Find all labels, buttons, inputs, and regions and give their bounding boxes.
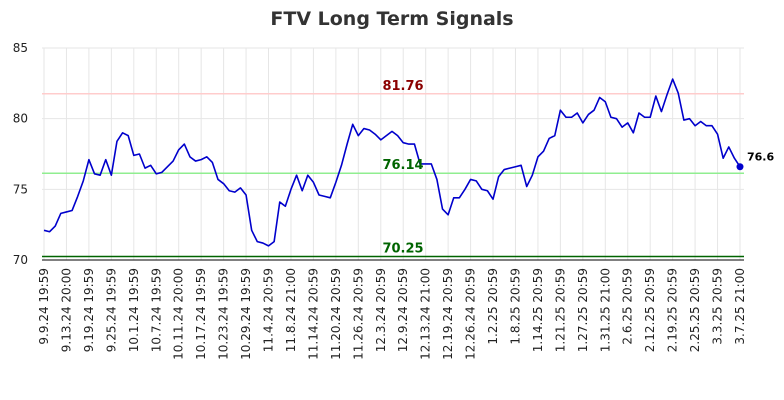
resistance-label: 81.76 [382, 79, 423, 94]
y-tick-label: 75 [13, 182, 28, 196]
x-tick-label: 10.17.24 19:59 [194, 268, 208, 360]
x-tick-label: 11.4.24 20:59 [262, 268, 276, 352]
y-tick-label: 85 [13, 41, 28, 55]
x-tick-label: 10.7.24 19:59 [149, 268, 163, 352]
last-price-label: 76.6 [747, 151, 774, 164]
x-tick-label: 1.21.25 20:59 [553, 268, 567, 352]
x-tick-label: 12.3.24 20:59 [374, 268, 388, 352]
x-tick-label: 3.3.25 20:59 [711, 268, 725, 345]
x-tick-label: 2.6.25 20:59 [621, 268, 635, 345]
x-tick-label: 11.26.24 20:59 [351, 268, 365, 360]
x-tick-label: 9.19.24 19:59 [82, 268, 96, 352]
x-tick-label: 2.12.25 20:59 [643, 268, 657, 352]
x-tick-label: 1.27.25 20:59 [576, 268, 590, 352]
support_low-label: 70.25 [382, 241, 423, 256]
chart-title: FTV Long Term Signals [270, 8, 513, 30]
y-tick-label: 80 [13, 112, 28, 126]
x-tick-label: 11.14.24 20:59 [306, 268, 320, 360]
x-tick-label: 10.23.24 19:59 [217, 268, 231, 360]
x-tick-label: 9.25.24 19:59 [104, 268, 118, 352]
support_mid-label: 76.14 [382, 158, 423, 173]
x-tick-label: 1.2.25 20:59 [486, 268, 500, 345]
axes: 70 75 80 85 9.9.24 19:59 9.13.24 20:00 9.19.24… [13, 41, 747, 360]
x-tick-label: 2.25.25 20:59 [688, 268, 702, 352]
x-tick-label: 11.20.24 20:59 [329, 268, 343, 360]
x-tick-label: 10.11.24 20:00 [172, 268, 186, 360]
x-tick-label: 12.13.24 21:00 [419, 268, 433, 360]
x-tick-label: 11.8.24 21:00 [284, 268, 298, 352]
grid [42, 47, 744, 261]
x-tick-label: 9.13.24 20:00 [59, 268, 73, 352]
x-tick-label: 12.9.24 20:59 [396, 268, 410, 352]
labels: 81.76 76.14 70.25 76.6 [382, 79, 774, 257]
x-tick-label: 1.31.25 21:00 [598, 268, 612, 352]
x-tick-label: 3.7.25 21:00 [733, 268, 747, 345]
x-tick-label: 9.9.24 19:59 [37, 268, 51, 345]
x-tick-label: 12.19.24 20:59 [441, 268, 455, 360]
price-series [43, 78, 744, 247]
x-tick-label: 1.14.25 20:59 [531, 268, 545, 352]
last-price-point [736, 163, 744, 171]
x-tick-label: 12.26.24 20:59 [464, 268, 478, 360]
y-tick-label: 70 [13, 253, 28, 267]
price-line [43, 78, 741, 247]
x-tick-label: 2.19.25 20:59 [666, 268, 680, 352]
x-tick-label: 1.8.25 20:59 [508, 268, 522, 345]
x-tick-label: 10.29.24 19:59 [239, 268, 253, 360]
x-tick-label: 10.1.24 19:59 [127, 268, 141, 352]
